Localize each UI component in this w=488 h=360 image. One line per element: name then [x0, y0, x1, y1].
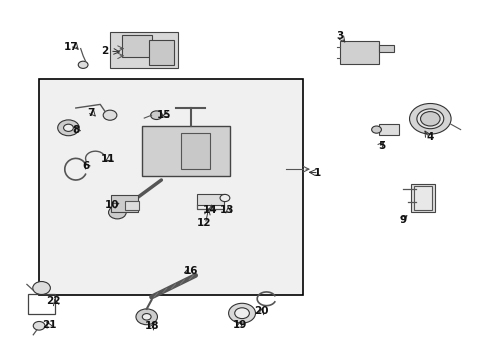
Circle shape: [33, 282, 50, 294]
Circle shape: [150, 111, 162, 120]
Bar: [39, 79, 303, 295]
Circle shape: [108, 206, 126, 219]
Ellipse shape: [228, 303, 255, 323]
Bar: [410, 184, 434, 212]
Text: 19: 19: [232, 320, 246, 330]
Ellipse shape: [416, 109, 443, 129]
Circle shape: [58, 120, 79, 136]
Circle shape: [220, 194, 229, 202]
Circle shape: [78, 61, 88, 68]
Circle shape: [63, 124, 73, 131]
Circle shape: [142, 314, 151, 320]
Circle shape: [103, 110, 117, 120]
Text: 17: 17: [63, 42, 78, 52]
Text: 3: 3: [336, 31, 343, 41]
Bar: [414, 186, 430, 210]
Text: 7: 7: [86, 108, 94, 118]
Text: 22: 22: [46, 296, 61, 306]
Ellipse shape: [408, 104, 450, 134]
Text: 6: 6: [82, 161, 89, 171]
Text: 8: 8: [72, 125, 79, 135]
Bar: [124, 201, 139, 210]
Text: 13: 13: [220, 204, 234, 215]
Bar: [339, 41, 378, 64]
Text: 4: 4: [426, 132, 433, 142]
Text: 18: 18: [144, 321, 159, 331]
Bar: [111, 195, 138, 212]
Circle shape: [371, 126, 381, 133]
Circle shape: [33, 321, 45, 330]
Text: 1: 1: [314, 168, 321, 178]
Text: 9: 9: [399, 215, 406, 225]
Text: 10: 10: [105, 200, 120, 210]
Text: 15: 15: [156, 110, 171, 120]
Bar: [378, 45, 393, 52]
Bar: [378, 124, 398, 135]
Text: 12: 12: [197, 218, 211, 228]
Text: 16: 16: [183, 266, 198, 276]
Bar: [196, 194, 223, 205]
Text: 21: 21: [41, 320, 56, 330]
Bar: [110, 32, 178, 68]
Text: 20: 20: [254, 306, 268, 316]
Text: 2: 2: [102, 46, 108, 56]
Circle shape: [136, 309, 157, 325]
Circle shape: [420, 112, 439, 126]
Text: 14: 14: [203, 204, 217, 215]
Bar: [142, 126, 229, 176]
Bar: [149, 40, 173, 65]
Text: 5: 5: [377, 141, 384, 151]
Bar: [181, 133, 210, 169]
Bar: [122, 35, 151, 57]
Bar: [28, 294, 55, 314]
Ellipse shape: [234, 308, 249, 319]
Text: 11: 11: [100, 154, 115, 164]
